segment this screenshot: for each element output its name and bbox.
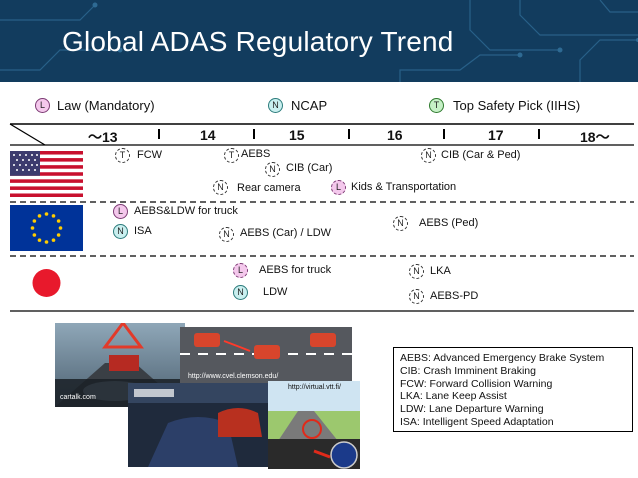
eu-star-icon (44, 212, 49, 216)
eu-aebs-car-label: AEBS (Car) / LDW (240, 227, 332, 239)
japan-flag-icon (10, 260, 83, 306)
year-label: 15 (289, 127, 305, 143)
us-rear-camera-badge: N (213, 180, 228, 195)
eu-star-icon (37, 238, 42, 242)
eu-star-icon (56, 233, 61, 237)
us-rear-camera-label: Rear camera (237, 182, 301, 194)
photo-source-vtt: http://virtual.vtt.fi/ (288, 384, 341, 391)
eu-star-icon (32, 233, 37, 237)
ncap-legend-label: NCAP (291, 98, 328, 113)
jp-ldw-label: LDW (263, 286, 288, 298)
page-title: Global ADAS Regulatory Trend (62, 26, 454, 57)
us-fcw-label: FCW (137, 149, 163, 161)
eu-star-icon (58, 226, 63, 230)
year-label: ～13 (88, 129, 118, 145)
year-tick (253, 129, 255, 139)
eu-star-icon (51, 214, 56, 218)
jp-ldw-badge: N (233, 285, 248, 300)
photo-tunnel-cars (128, 383, 272, 467)
law-legend-badge: L (35, 98, 50, 113)
ncap-legend-badge: N (268, 98, 283, 113)
eu-aebs-car-badge: N (219, 227, 234, 242)
eu-star-icon (56, 219, 61, 223)
year-label: 18～ (580, 129, 610, 145)
year-label: 17 (488, 127, 504, 143)
us-aebs-badge: T (224, 148, 239, 163)
header-banner: Global ADAS Regulatory Trend (0, 0, 638, 82)
us-kids-label: Kids & Transportation (351, 181, 457, 193)
jp-aebs-pd-badge: N (409, 289, 424, 304)
jp-aebs-pd-label: AEBS-PD (430, 290, 479, 302)
photo-source-clemson: http://www.cvel.clemson.edu/ (188, 373, 279, 380)
eu-flag-icon (10, 205, 83, 251)
eu-star-icon (30, 226, 35, 230)
glossary-box: AEBS: Advanced Emergency Brake System CI… (393, 347, 633, 432)
year-tick (348, 129, 350, 139)
eu-star-icon (51, 238, 56, 242)
us-aebs-label: AEBS (241, 148, 271, 160)
tsp-legend-label: Top Safety Pick (IIHS) (453, 98, 581, 113)
glossary-entry: AEBS: Advanced Emergency Brake System (400, 352, 605, 364)
eu-isa-badge: N (113, 224, 128, 239)
us-cib-ped-label: CIB (Car & Ped) (441, 149, 521, 161)
eu-truck-label: AEBS&LDW for truck (134, 205, 238, 217)
eu-aebs-ped-badge: N (393, 216, 408, 231)
law-legend-label: Law (Mandatory) (57, 98, 155, 113)
jp-lka-label: LKA (430, 265, 451, 277)
jp-lka-badge: N (409, 264, 424, 279)
photo-driver-view: http://virtual.vtt.fi/ (268, 381, 360, 469)
year-tick (443, 129, 445, 139)
glossary-entry: LDW: Lane Departure Warning (400, 403, 544, 416)
photo-lane-change: http://www.cvel.clemson.edu/ (180, 327, 352, 383)
us-fcw-badge: T (115, 148, 130, 163)
year-label: 16 (387, 127, 403, 143)
eu-star-icon (37, 214, 42, 218)
year-label: 14 (200, 127, 216, 143)
eu-truck-badge: L (113, 204, 128, 219)
us-kids-badge: L (331, 180, 346, 195)
us-cib-car-label: CIB (Car) (286, 162, 333, 174)
eu-star-icon (44, 240, 49, 244)
circuit-pattern (0, 0, 638, 82)
us-cib-ped-badge: N (421, 148, 436, 163)
us-flag-icon (10, 151, 83, 197)
jp-truck-badge: L (233, 263, 248, 278)
glossary-entry: ISA: Intelligent Speed Adaptation (400, 415, 554, 428)
photo-source-cartalk: cartalk.com (60, 394, 96, 401)
eu-aebs-ped-label: AEBS (Ped) (419, 217, 479, 229)
glossary-entry: FCW: Forward Collision Warning (400, 377, 553, 390)
year-tick (538, 129, 540, 139)
year-tick (158, 129, 160, 139)
tsp-legend-badge: T (429, 98, 444, 113)
eu-star-icon (32, 219, 37, 223)
us-cib-car-badge: N (265, 162, 280, 177)
glossary-entry: LKA: Lane Keep Assist (400, 390, 507, 403)
jp-truck-label: AEBS for truck (259, 264, 332, 276)
eu-isa-label: ISA (134, 225, 152, 237)
glossary-entry: CIB: Crash Imminent Braking (400, 364, 536, 377)
